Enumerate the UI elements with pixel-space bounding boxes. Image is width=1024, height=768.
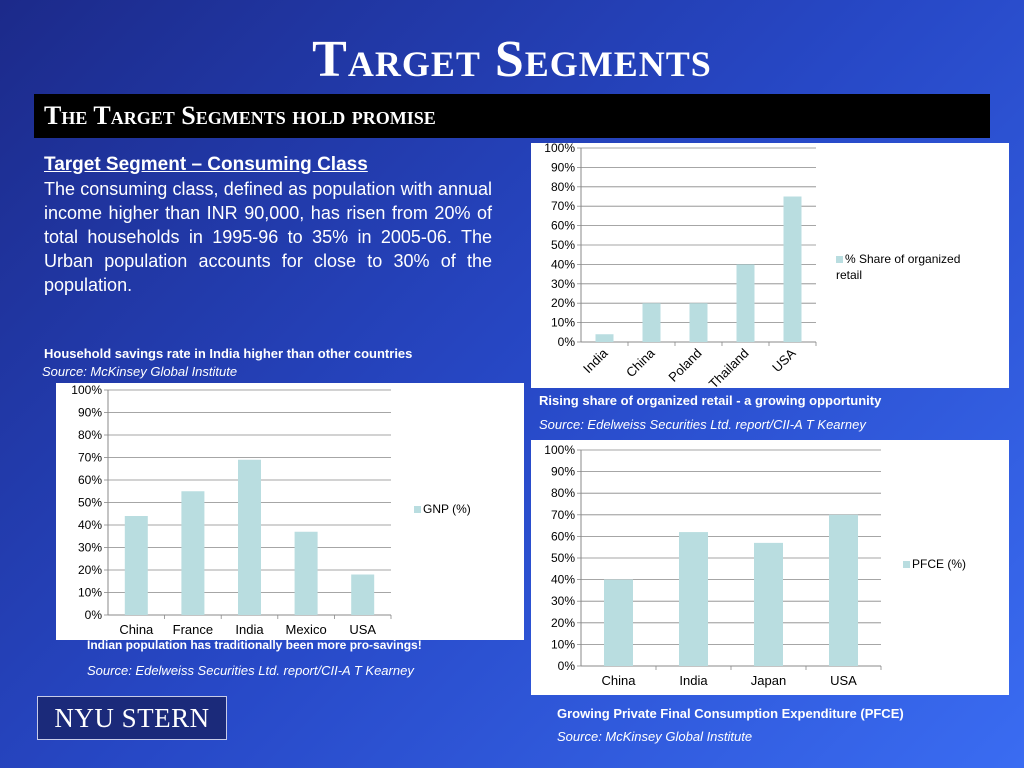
bar	[181, 491, 205, 615]
pfce-chart: 0% 10% 20% 30% 40% 50% 60% 70% 80% 90% 100% China In…	[531, 440, 1009, 695]
y-tick-label: 70%	[551, 199, 575, 213]
y-tick-label: 90%	[551, 160, 575, 174]
intro-body: The consuming class, defined as populati…	[44, 179, 492, 295]
bar	[238, 459, 261, 615]
retail-chart-source: Source: Edelweiss Securities Ltd. report…	[539, 417, 866, 432]
y-tick-label: 20%	[551, 296, 575, 310]
bar	[689, 303, 708, 342]
y-tick-label: 50%	[78, 496, 102, 510]
bar	[829, 514, 858, 666]
bar	[783, 196, 802, 342]
y-tick-label: 10%	[551, 316, 575, 330]
pfce-chart-source: Source: McKinsey Global Institute	[557, 729, 753, 744]
bar	[124, 516, 148, 615]
x-tick-label: Japan	[751, 673, 786, 688]
bar	[736, 264, 755, 342]
nyu-stern-logo: NYU STERN	[37, 696, 227, 740]
y-tick-label: 100%	[544, 141, 575, 155]
savings-chart-source-bottom: Source: Edelweiss Securities Ltd. report…	[87, 663, 414, 678]
bar	[679, 532, 708, 666]
y-tick-label: 60%	[551, 219, 575, 233]
legend-swatch	[414, 506, 421, 513]
y-tick-label: 0%	[85, 608, 103, 622]
bar	[642, 303, 661, 342]
y-tick-label: 50%	[551, 238, 575, 252]
y-tick-label: 50%	[551, 551, 575, 565]
y-tick-label: 40%	[551, 573, 575, 587]
savings-chart-heading: Household savings rate in India higher t…	[44, 346, 413, 361]
intro-heading: Target Segment – Consuming Class	[44, 154, 368, 175]
y-tick-label: 90%	[78, 406, 102, 420]
y-tick-label: 60%	[551, 529, 575, 543]
y-tick-label: 70%	[78, 451, 102, 465]
y-tick-label: 40%	[551, 257, 575, 271]
x-tick-label: Mexico	[286, 622, 327, 637]
nyu-stern-logo-text: NYU STERN	[54, 703, 210, 733]
x-tick-label: France	[173, 622, 213, 637]
y-tick-label: 0%	[558, 659, 576, 673]
intro-text-block: Target Segment – Consuming Class The con…	[44, 153, 492, 297]
y-tick-label: 40%	[78, 518, 102, 532]
subtitle-banner: The Target Segments hold promise	[34, 94, 990, 138]
legend-label: PFCE (%)	[912, 557, 966, 571]
bar	[604, 579, 633, 666]
y-tick-label: 80%	[551, 486, 575, 500]
chart-background	[531, 143, 1009, 388]
subtitle-banner-text: The Target Segments hold promise	[44, 101, 436, 130]
bar	[595, 334, 614, 342]
slide-title: Target Segments	[312, 31, 712, 88]
y-tick-label: 10%	[551, 637, 575, 651]
x-tick-label: China	[119, 622, 154, 637]
savings-chart-caption: Indian population has traditionally been…	[87, 638, 422, 652]
legend-label: % Share of organized	[845, 252, 960, 266]
y-tick-label: 10%	[78, 586, 102, 600]
bar	[351, 574, 375, 615]
retail-share-chart: 0%10%20%30%40%50%60%70%80%90%100%India Ch…	[531, 141, 1009, 391]
x-tick-label: India	[679, 673, 708, 688]
y-tick-label: 30%	[551, 594, 575, 608]
x-tick-label: India	[235, 622, 264, 637]
y-tick-label: 90%	[551, 465, 575, 479]
legend-label: retail	[836, 268, 862, 282]
y-tick-label: 0%	[558, 335, 576, 349]
y-tick-label: 20%	[551, 616, 575, 630]
bar	[754, 542, 783, 666]
legend-swatch	[836, 256, 843, 263]
y-tick-label: 100%	[544, 443, 575, 457]
pfce-chart-caption: Growing Private Final Consumption Expend…	[557, 706, 904, 721]
y-tick-label: 20%	[78, 563, 102, 577]
x-tick-label: USA	[830, 673, 857, 688]
legend-swatch	[903, 561, 910, 568]
retail-chart-caption: Rising share of organized retail - a gro…	[539, 393, 882, 408]
y-tick-label: 30%	[78, 541, 102, 555]
savings-rate-chart: 0% 10% 20% 30% 40% 50% 60% 70% 80% 90% 100% China Fr…	[56, 383, 524, 640]
y-tick-label: 60%	[78, 473, 102, 487]
x-tick-label: USA	[349, 622, 376, 637]
y-tick-label: 30%	[551, 277, 575, 291]
y-tick-label: 70%	[551, 508, 575, 522]
x-tick-label: China	[602, 673, 637, 688]
y-tick-label: 80%	[551, 180, 575, 194]
savings-chart-source-top: Source: McKinsey Global Institute	[42, 364, 238, 379]
y-tick-label: 100%	[71, 383, 102, 397]
bar	[294, 531, 318, 615]
legend-label: GNP (%)	[423, 502, 471, 516]
y-tick-label: 80%	[78, 428, 102, 442]
